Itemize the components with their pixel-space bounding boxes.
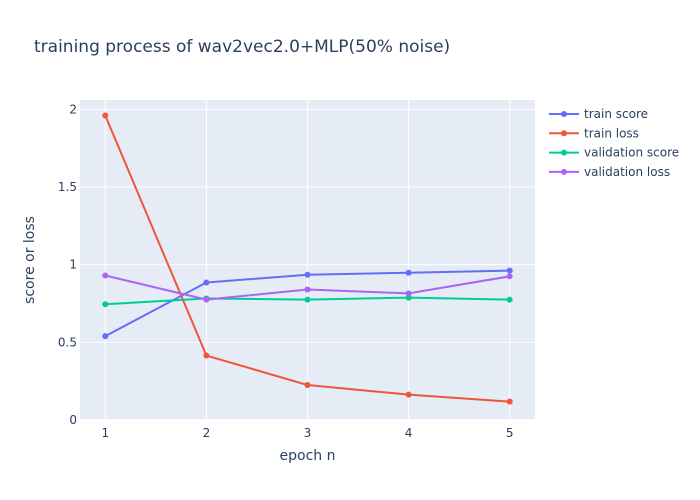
series-validation-loss — [102, 272, 513, 303]
data-point-validation-score — [102, 301, 109, 308]
data-point-validation-loss — [102, 272, 109, 279]
y-tick-label: 2 — [69, 102, 77, 116]
legend-swatch-marker — [561, 111, 567, 117]
data-point-train-score — [102, 333, 109, 340]
x-axis-label: epoch n — [280, 448, 336, 464]
legend-swatch-marker — [561, 149, 567, 156]
data-point-validation-loss — [506, 273, 513, 280]
data-point-validation-score — [506, 296, 513, 303]
data-point-train-score — [304, 271, 311, 278]
y-tick-label: 0.5 — [58, 335, 77, 349]
legend-label: validation score — [584, 146, 679, 160]
legend-label: validation loss — [584, 165, 670, 179]
data-point-validation-score — [304, 296, 311, 303]
x-tick-label: 4 — [405, 426, 413, 440]
legend-label: train score — [584, 107, 648, 121]
legend-item-validation-score[interactable]: validation score — [549, 146, 679, 160]
data-point-train-loss — [102, 112, 109, 119]
legend: train score train loss validation score val… — [549, 107, 679, 179]
legend-item-train-loss[interactable]: train loss — [549, 126, 639, 140]
data-point-train-score — [405, 269, 412, 276]
x-tick-label: 5 — [506, 426, 514, 440]
data-point-validation-score — [405, 294, 412, 301]
legend-swatch-marker — [561, 130, 567, 137]
grid — [80, 100, 535, 421]
data-point-validation-loss — [203, 296, 210, 303]
x-tick-label: 1 — [101, 426, 109, 440]
y-tick-label: 1 — [69, 258, 77, 272]
x-tick-label: 2 — [203, 426, 211, 440]
y-tick-label: 0 — [69, 413, 77, 427]
axis-ticks: 1 2 3 4 5 0 0.5 1 1.5 2 — [58, 102, 514, 440]
data-point-validation-loss — [405, 290, 412, 297]
x-tick-label: 3 — [304, 426, 312, 440]
legend-item-validation-loss[interactable]: validation loss — [549, 165, 670, 179]
data-point-train-score — [203, 279, 210, 286]
legend-label: train loss — [584, 126, 639, 140]
y-tick-label: 1.5 — [58, 180, 77, 194]
data-point-train-loss — [506, 398, 513, 405]
series-train-loss — [102, 112, 513, 405]
data-point-train-loss — [405, 391, 412, 398]
data-point-train-loss — [203, 352, 210, 359]
y-axis-label: score or loss — [22, 216, 38, 304]
data-point-train-loss — [304, 382, 311, 389]
legend-swatch-marker — [561, 168, 567, 175]
series-layer — [102, 112, 513, 405]
data-point-train-score — [506, 267, 513, 274]
chart-title: training process of wav2vec2.0+MLP(50% n… — [34, 37, 450, 57]
legend-item-train-score[interactable]: train score — [549, 107, 648, 121]
data-point-validation-loss — [304, 286, 311, 293]
